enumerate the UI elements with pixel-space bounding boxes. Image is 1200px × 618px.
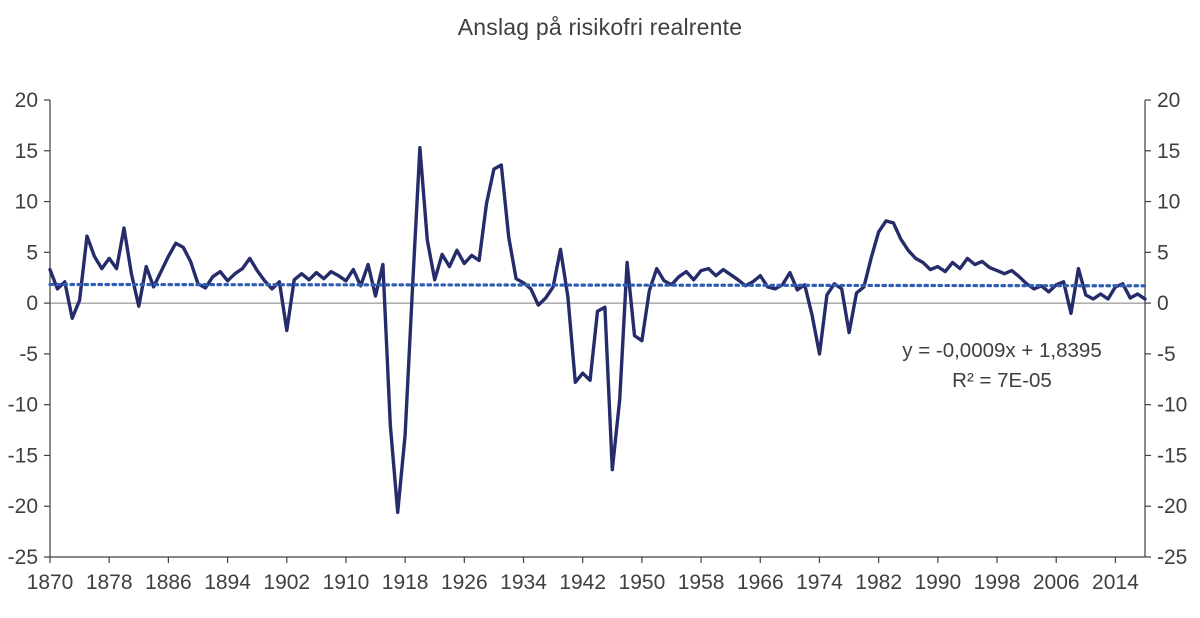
x-tick-label: 1950: [619, 571, 666, 594]
x-tick-label: 1894: [204, 571, 251, 594]
y-tick-label-right: -10: [1157, 394, 1187, 417]
x-tick-label: 1990: [914, 571, 961, 594]
x-tick-label: 1870: [27, 571, 74, 594]
y-tick-label-left: 10: [15, 191, 38, 214]
x-tick-label: 1958: [678, 571, 725, 594]
trendline-equation: y = -0,0009x + 1,8395: [902, 339, 1102, 362]
x-tick-label: 1902: [263, 571, 310, 594]
y-tick-label-right: 15: [1157, 140, 1180, 163]
x-tick-label: 1982: [855, 571, 902, 594]
x-tick-label: 1910: [323, 571, 370, 594]
y-tick-label-left: 0: [26, 292, 38, 315]
y-tick-label-left: -25: [8, 546, 38, 569]
y-tick-label-left: 5: [26, 241, 38, 264]
x-tick-label: 1918: [382, 571, 429, 594]
trend-line: [48, 282, 1147, 288]
x-tick-label: 1998: [974, 571, 1021, 594]
x-tick-label: 1934: [500, 571, 547, 594]
y-tick-label-left: -20: [8, 495, 38, 518]
y-tick-label-right: -5: [1157, 343, 1176, 366]
y-tick-label-left: -10: [8, 394, 38, 417]
x-tick-label: 1926: [441, 571, 488, 594]
y-tick-label-right: -15: [1157, 444, 1187, 467]
y-tick-label-right: 10: [1157, 191, 1180, 214]
x-tick-label: 1886: [145, 571, 192, 594]
y-tick-label-left: -5: [19, 343, 38, 366]
x-tick-label: 1966: [737, 571, 784, 594]
x-tick-label: 2006: [1033, 571, 1080, 594]
x-tick-label: 1878: [86, 571, 133, 594]
x-tick-label: 1974: [796, 571, 843, 594]
chart-title: Anslag på risikofri realrente: [457, 14, 743, 40]
trendline-r-squared: R² = 7E-05: [952, 369, 1052, 392]
x-tick-label: 2014: [1092, 571, 1139, 594]
y-tick-label-right: 20: [1157, 89, 1180, 112]
y-tick-label-right: -25: [1157, 546, 1187, 569]
y-tick-label-left: 15: [15, 140, 38, 163]
y-tick-label-right: 5: [1157, 241, 1169, 264]
y-tick-label-right: -20: [1157, 495, 1187, 518]
y-tick-label-left: 20: [15, 89, 38, 112]
trendline-annotation: y = -0,0009x + 1,8395 R² = 7E-05: [802, 336, 1200, 396]
y-tick-label-right: 0: [1157, 292, 1169, 315]
x-tick-label: 1942: [559, 571, 606, 594]
y-tick-label-left: -15: [8, 444, 38, 467]
series-line: [48, 145, 1147, 514]
